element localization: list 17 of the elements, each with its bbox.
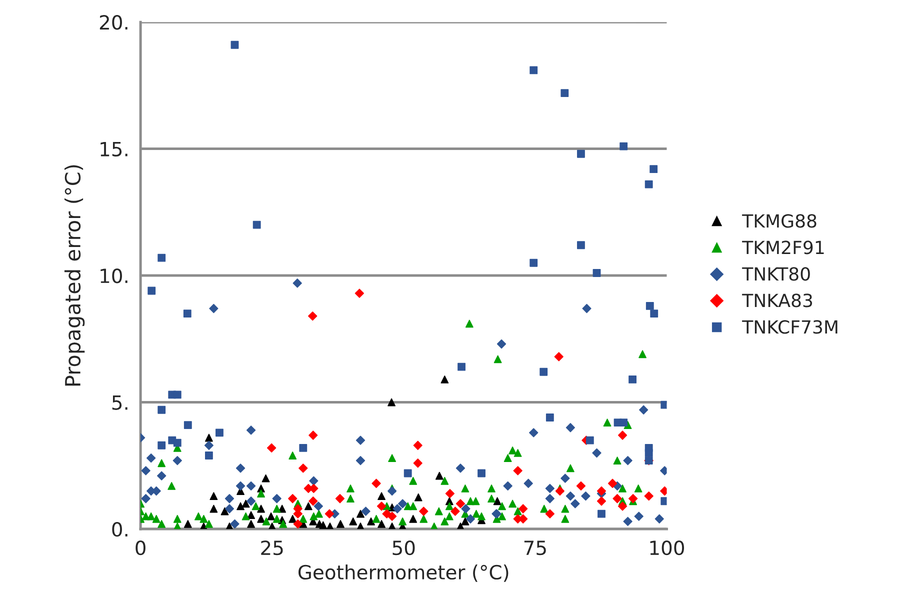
x-tick-label: 50 xyxy=(392,540,415,556)
x-axis-title: Geothermometer (°C) xyxy=(298,564,508,582)
x-tick-label: 25 xyxy=(261,540,283,556)
x-tick-label: 100 xyxy=(650,540,684,556)
x-tick-label: 0 xyxy=(136,540,146,556)
y-tick-label: 15. xyxy=(100,142,128,156)
legend-label: TKM2F91 xyxy=(742,240,824,254)
y-tick-label: 0. xyxy=(112,522,128,537)
legend-label: TNKCF73M xyxy=(742,320,838,334)
y-tick-label: 10. xyxy=(100,268,128,284)
legend-label: TKMG88 xyxy=(742,214,816,228)
x-tick-label: 75 xyxy=(524,540,546,556)
y-tick-label: 5. xyxy=(112,395,128,410)
legend-label: TNKT80 xyxy=(742,267,810,281)
legend-label: TNKA83 xyxy=(742,294,812,308)
y-axis-title: Propagated error (°C) xyxy=(64,165,85,386)
y-tick-label: 20. xyxy=(100,15,128,30)
